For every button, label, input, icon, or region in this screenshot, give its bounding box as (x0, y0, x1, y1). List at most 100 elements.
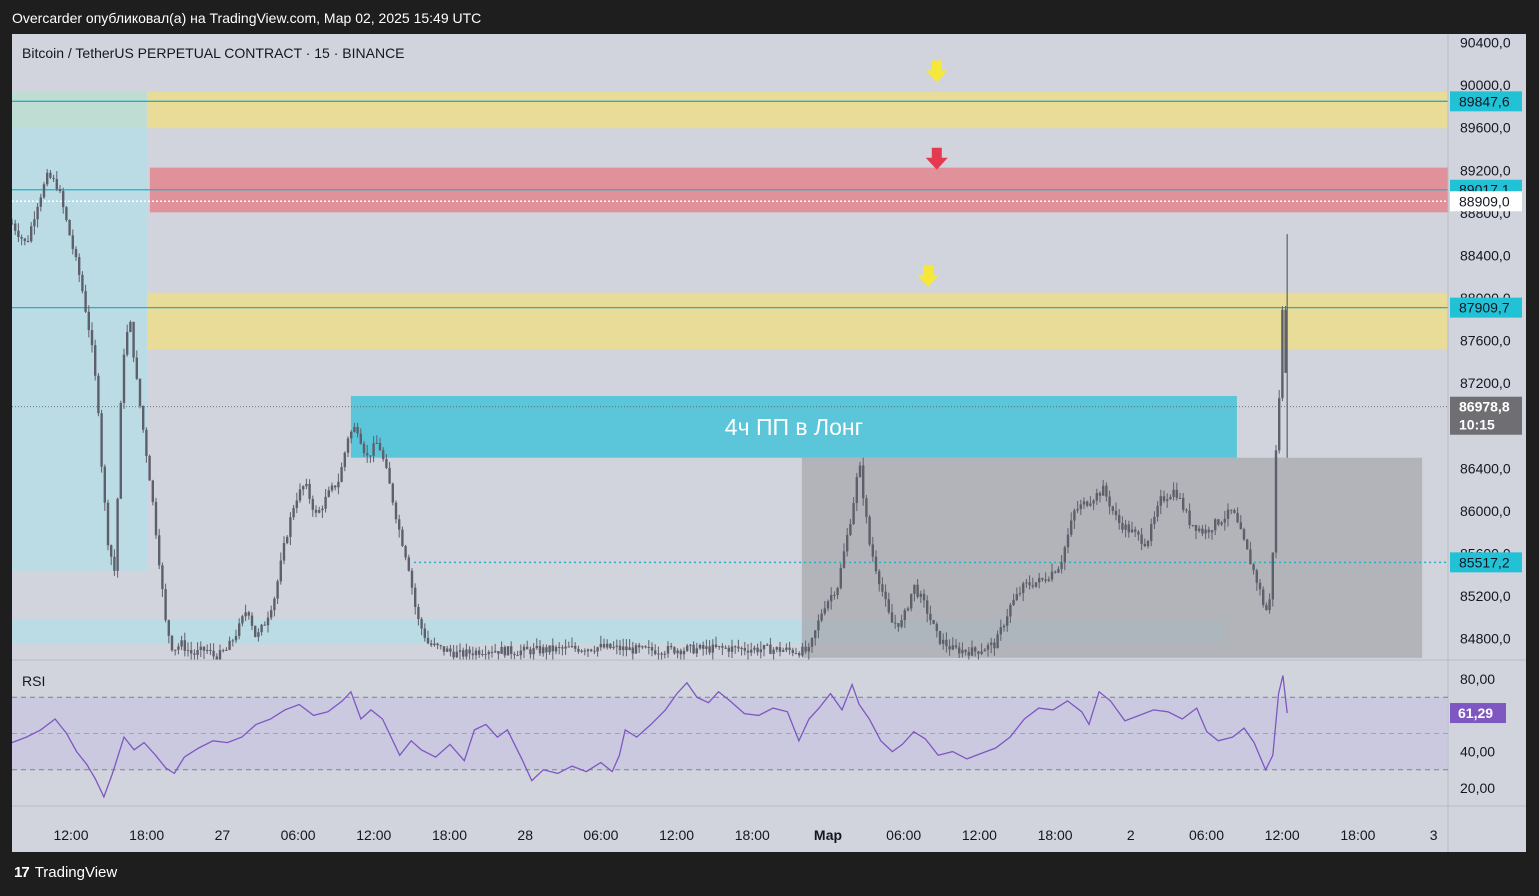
candle-body (1252, 564, 1255, 571)
candle-body (247, 612, 250, 616)
candle-body (1111, 506, 1114, 511)
candle-body (1002, 625, 1006, 628)
candle-body (830, 594, 833, 602)
candle-body (1130, 529, 1134, 533)
candle-body (1098, 492, 1102, 496)
candle-body (436, 643, 439, 646)
candle-body (52, 177, 55, 180)
candle-body (1076, 509, 1079, 511)
candle-body (753, 647, 756, 650)
chart-frame[interactable]: 4ч ПП в Лонг Bitcoin / TetherUS PERPETUAL… (12, 34, 1526, 852)
candle-body (1185, 509, 1188, 511)
candle-body (359, 433, 362, 444)
candle-body (420, 619, 423, 629)
candle-body (778, 647, 782, 652)
candle-body (20, 237, 23, 239)
candle-body (180, 640, 183, 647)
candle-body (942, 639, 945, 644)
candle-body (638, 645, 641, 648)
candle-body (311, 498, 314, 510)
candle-body (599, 643, 602, 648)
candle-body (788, 647, 791, 650)
candle-body (954, 645, 958, 648)
candle-body (78, 257, 81, 275)
candle-body (510, 646, 513, 654)
candle-body (580, 650, 583, 652)
candle-body (1086, 501, 1089, 506)
candle-body (36, 206, 39, 220)
candle-body (106, 502, 110, 546)
candle-body (49, 172, 52, 178)
candle-body (516, 655, 519, 657)
tradingview-logo[interactable]: 17 TradingView (14, 864, 117, 881)
chart-svg[interactable]: 4ч ПП в Лонг Bitcoin / TetherUS PERPETUAL… (12, 34, 1526, 852)
candle-body (1153, 516, 1156, 525)
candle-body (410, 570, 414, 588)
candle-body (852, 502, 855, 525)
candle-body (263, 624, 266, 626)
time-tick-label: 06:00 (583, 827, 618, 843)
candle-body (890, 612, 894, 623)
candle-body (577, 648, 580, 652)
candle-body (913, 584, 916, 594)
candle-body (1134, 529, 1137, 532)
candle-body (1105, 485, 1108, 497)
candle-body (807, 646, 810, 652)
candle-body (1239, 522, 1242, 530)
candle-body (343, 452, 346, 468)
candle-body (938, 631, 942, 644)
candle-body (759, 649, 762, 653)
candle-body (1015, 594, 1018, 600)
candle-body (916, 584, 919, 597)
candle-body (686, 645, 689, 651)
candle-body (762, 644, 766, 650)
time-tick-label: 18:00 (735, 827, 770, 843)
candle-body (964, 649, 967, 652)
candle-body (1009, 604, 1012, 617)
candle-body (670, 645, 673, 648)
candle-body (81, 274, 84, 292)
candle-body (337, 481, 340, 488)
candle-body (254, 625, 257, 637)
candle-body (282, 543, 286, 561)
candle-body (628, 647, 631, 651)
candle-body (126, 331, 129, 355)
candle-body (734, 646, 737, 648)
candle-body (1095, 492, 1098, 501)
candle-body (42, 184, 46, 198)
candle-body (1178, 497, 1182, 499)
candle-body (551, 645, 554, 652)
candle-body (561, 647, 564, 649)
candle-body (90, 330, 94, 346)
candle-body (170, 635, 174, 651)
price-tag-4 (1450, 396, 1522, 435)
candle-body (1172, 489, 1175, 497)
candle-body (823, 608, 826, 614)
candle-body (558, 646, 561, 648)
candle-body (625, 646, 628, 651)
time-tick-label: 18:00 (129, 827, 164, 843)
candle-body (708, 646, 711, 653)
candle-body (631, 647, 634, 654)
time-tick-label: 12:00 (53, 827, 88, 843)
candle-body (225, 649, 228, 651)
candle-body (529, 649, 532, 655)
candle-body (615, 645, 618, 647)
candle-body (417, 606, 420, 620)
candle-body (1146, 540, 1150, 547)
candle-body (295, 500, 298, 508)
rsi-last-label: 61,29 (1458, 705, 1493, 721)
candle-body (618, 645, 622, 651)
candle-body (305, 483, 308, 487)
candle-body (1236, 512, 1239, 523)
candle-body (167, 620, 170, 636)
candle-body (193, 653, 196, 655)
candle-body (266, 617, 270, 626)
candle-body (321, 508, 324, 511)
tradingview-brand: TradingView (34, 864, 118, 881)
candle-body (769, 644, 772, 654)
candle-body (606, 643, 609, 648)
candle-body (650, 646, 654, 651)
candle-body (1092, 500, 1095, 504)
candle-body (1258, 582, 1262, 590)
